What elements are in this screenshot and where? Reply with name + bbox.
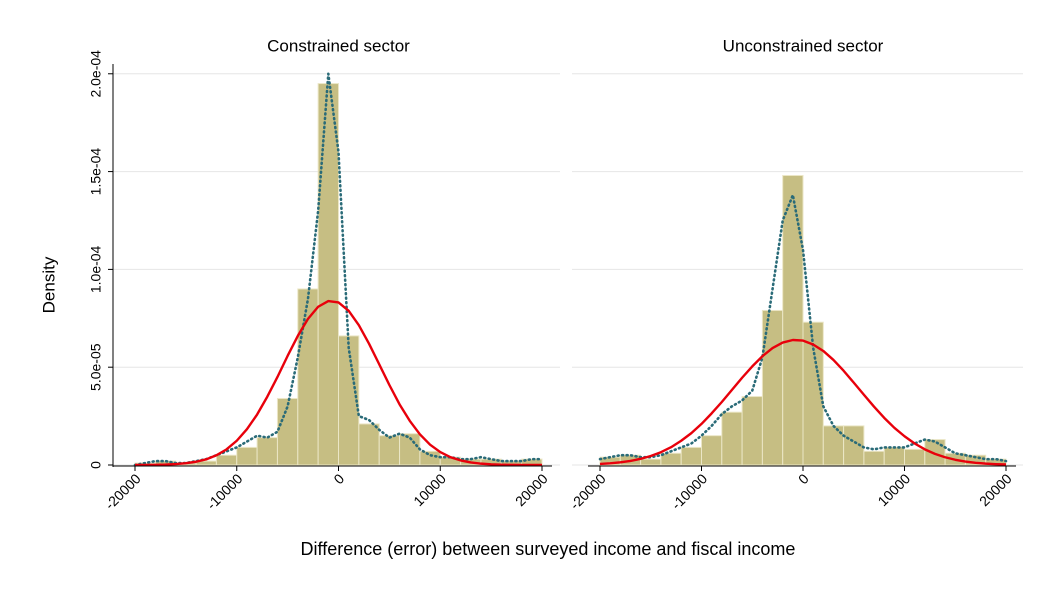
histogram-bar — [215, 454, 238, 466]
y-tick-label: 0 — [88, 461, 104, 469]
histogram-bar — [419, 450, 441, 466]
histogram-bar — [721, 411, 743, 466]
histogram-bar — [782, 174, 804, 466]
histogram-bar — [802, 321, 824, 466]
histogram-bar — [236, 446, 258, 466]
histogram-bar — [378, 435, 401, 466]
panel-title: Unconstrained sector — [723, 36, 884, 55]
histogram-bar — [904, 448, 926, 466]
histogram-bar — [701, 435, 723, 466]
y-axis-label: Density — [39, 256, 58, 313]
normal-line — [134, 299, 543, 467]
histogram-bar — [358, 423, 380, 466]
histogram-bar — [741, 396, 763, 466]
histogram-bar — [297, 288, 319, 466]
x-axis-label: Difference (error) between surveyed inco… — [301, 539, 796, 559]
y-tick-label: 5.0e-05 — [88, 343, 104, 391]
density-line — [598, 193, 1008, 463]
histogram-bar — [883, 446, 906, 466]
y-tick-label: 2.0e-04 — [88, 50, 104, 98]
histogram-bar — [256, 437, 278, 466]
y-tick-label: 1.0e-04 — [88, 245, 104, 293]
histogram-bar — [924, 439, 946, 466]
histogram-bar — [317, 83, 339, 466]
histogram-bar — [680, 446, 703, 466]
panel-title: Constrained sector — [267, 36, 410, 55]
y-tick-label: 1.5e-04 — [88, 148, 104, 196]
histogram-bar — [843, 425, 865, 466]
normal-line — [599, 338, 1007, 466]
histogram-bar — [640, 458, 662, 466]
histogram-bar — [338, 335, 360, 466]
histogram-bar — [863, 450, 885, 466]
